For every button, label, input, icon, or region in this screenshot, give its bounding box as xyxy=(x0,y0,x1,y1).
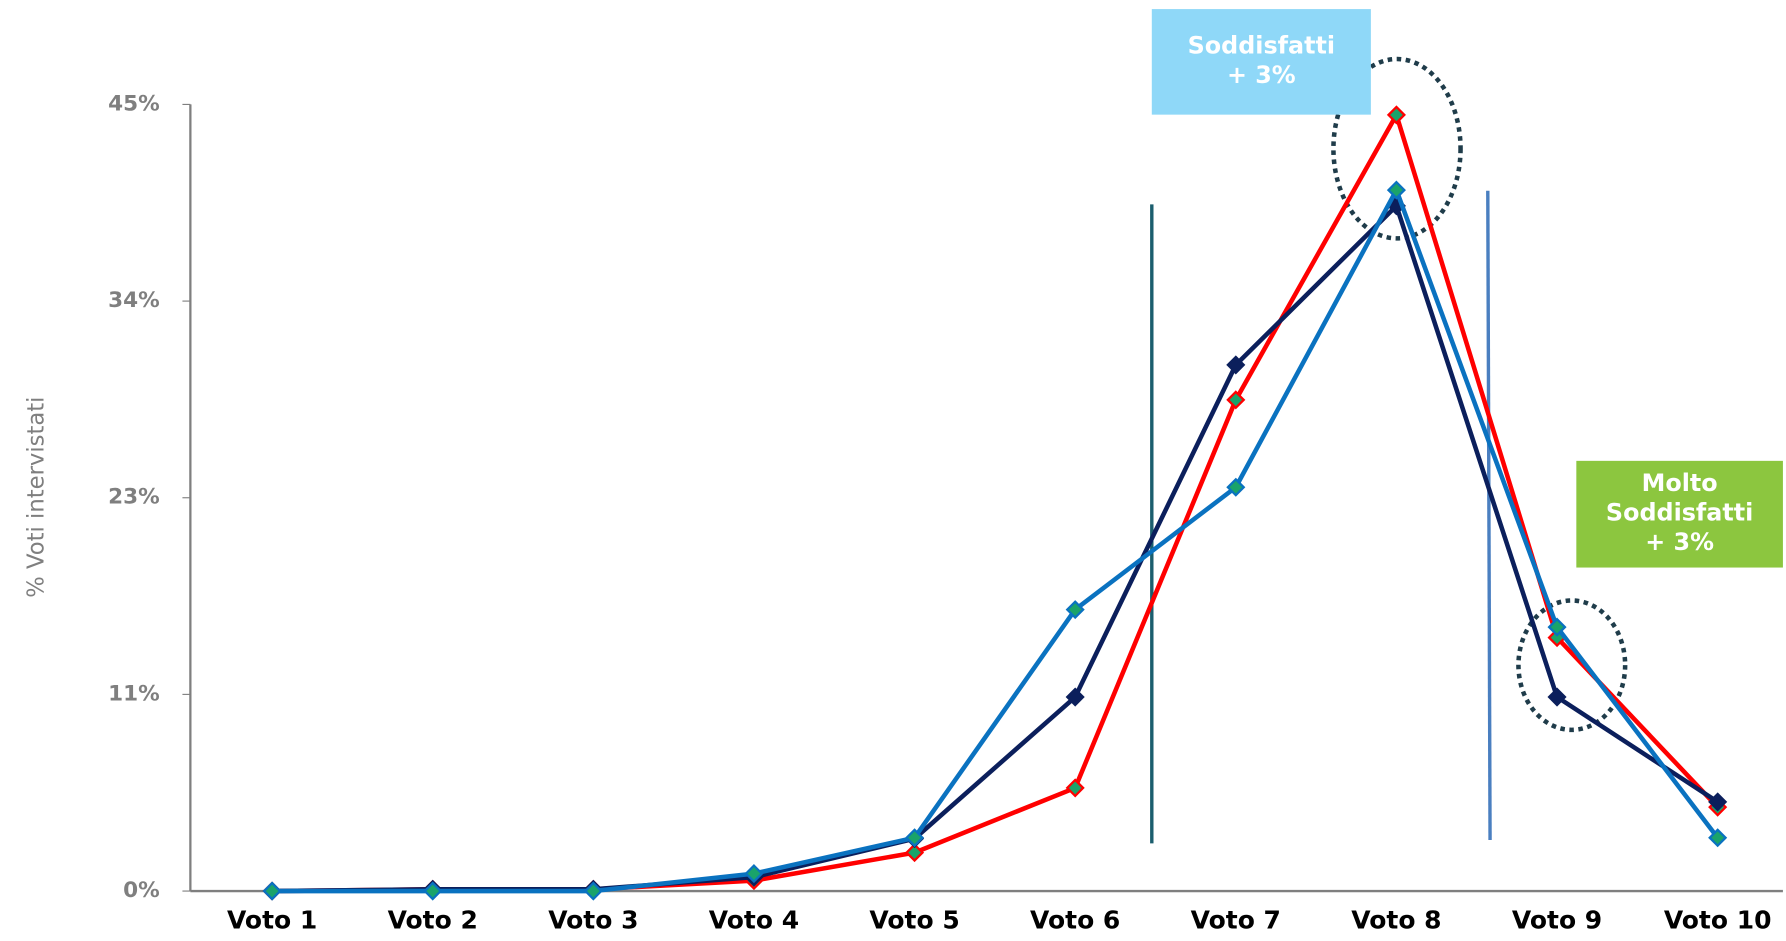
x-tick-label: Voto 10 xyxy=(1664,906,1772,935)
marker xyxy=(583,881,603,901)
marker xyxy=(1386,180,1406,200)
annotation-text: Soddisfatti xyxy=(1188,32,1335,60)
x-tick-label: Voto 8 xyxy=(1351,906,1441,935)
marker xyxy=(905,828,925,848)
x-tick-label: Voto 1 xyxy=(227,906,317,935)
x-tick-label: Voto 9 xyxy=(1512,906,1602,935)
x-tick-label: Voto 4 xyxy=(709,906,799,935)
x-tick-label: Voto 7 xyxy=(1191,906,1281,935)
marker xyxy=(744,864,764,884)
marker xyxy=(262,881,282,901)
y-tick-label: 34% xyxy=(108,288,160,313)
x-tick-label: Voto 6 xyxy=(1030,906,1120,935)
y-axis-label: % Voti intervistati xyxy=(24,397,50,598)
y-tick-label: 45% xyxy=(108,91,160,116)
marker xyxy=(1065,600,1085,620)
marker xyxy=(1547,687,1567,707)
line xyxy=(272,112,1720,894)
annotation-box xyxy=(1151,9,1371,115)
marker xyxy=(1226,390,1246,410)
line xyxy=(272,203,1719,894)
highlight-ellipse xyxy=(1331,56,1463,241)
marker xyxy=(423,881,443,901)
marker xyxy=(1065,778,1085,798)
x-tick-label: Voto 3 xyxy=(548,906,638,935)
annotation-text: + 3% xyxy=(1227,61,1296,89)
marker xyxy=(1226,355,1246,375)
line xyxy=(272,187,1720,894)
annotation-text: Soddisfatti xyxy=(1606,499,1753,527)
marker xyxy=(1547,617,1567,637)
annotation-text: + 3% xyxy=(1645,528,1714,556)
y-tick-label: 0% xyxy=(123,878,160,903)
divider xyxy=(1486,190,1492,840)
y-tick-label: 11% xyxy=(108,681,160,706)
marker xyxy=(905,843,925,863)
marker xyxy=(1226,477,1246,497)
marker xyxy=(1386,105,1406,125)
annotation-text: Molto xyxy=(1642,469,1718,497)
marker xyxy=(1708,792,1728,812)
x-tick-label: Voto 2 xyxy=(388,906,478,935)
marker xyxy=(1065,687,1085,707)
highlight-ellipse xyxy=(1516,598,1628,733)
x-tick-label: Voto 5 xyxy=(869,906,959,935)
annotation-box xyxy=(1576,460,1783,568)
y-tick-label: 23% xyxy=(108,485,160,510)
marker xyxy=(1708,828,1728,848)
